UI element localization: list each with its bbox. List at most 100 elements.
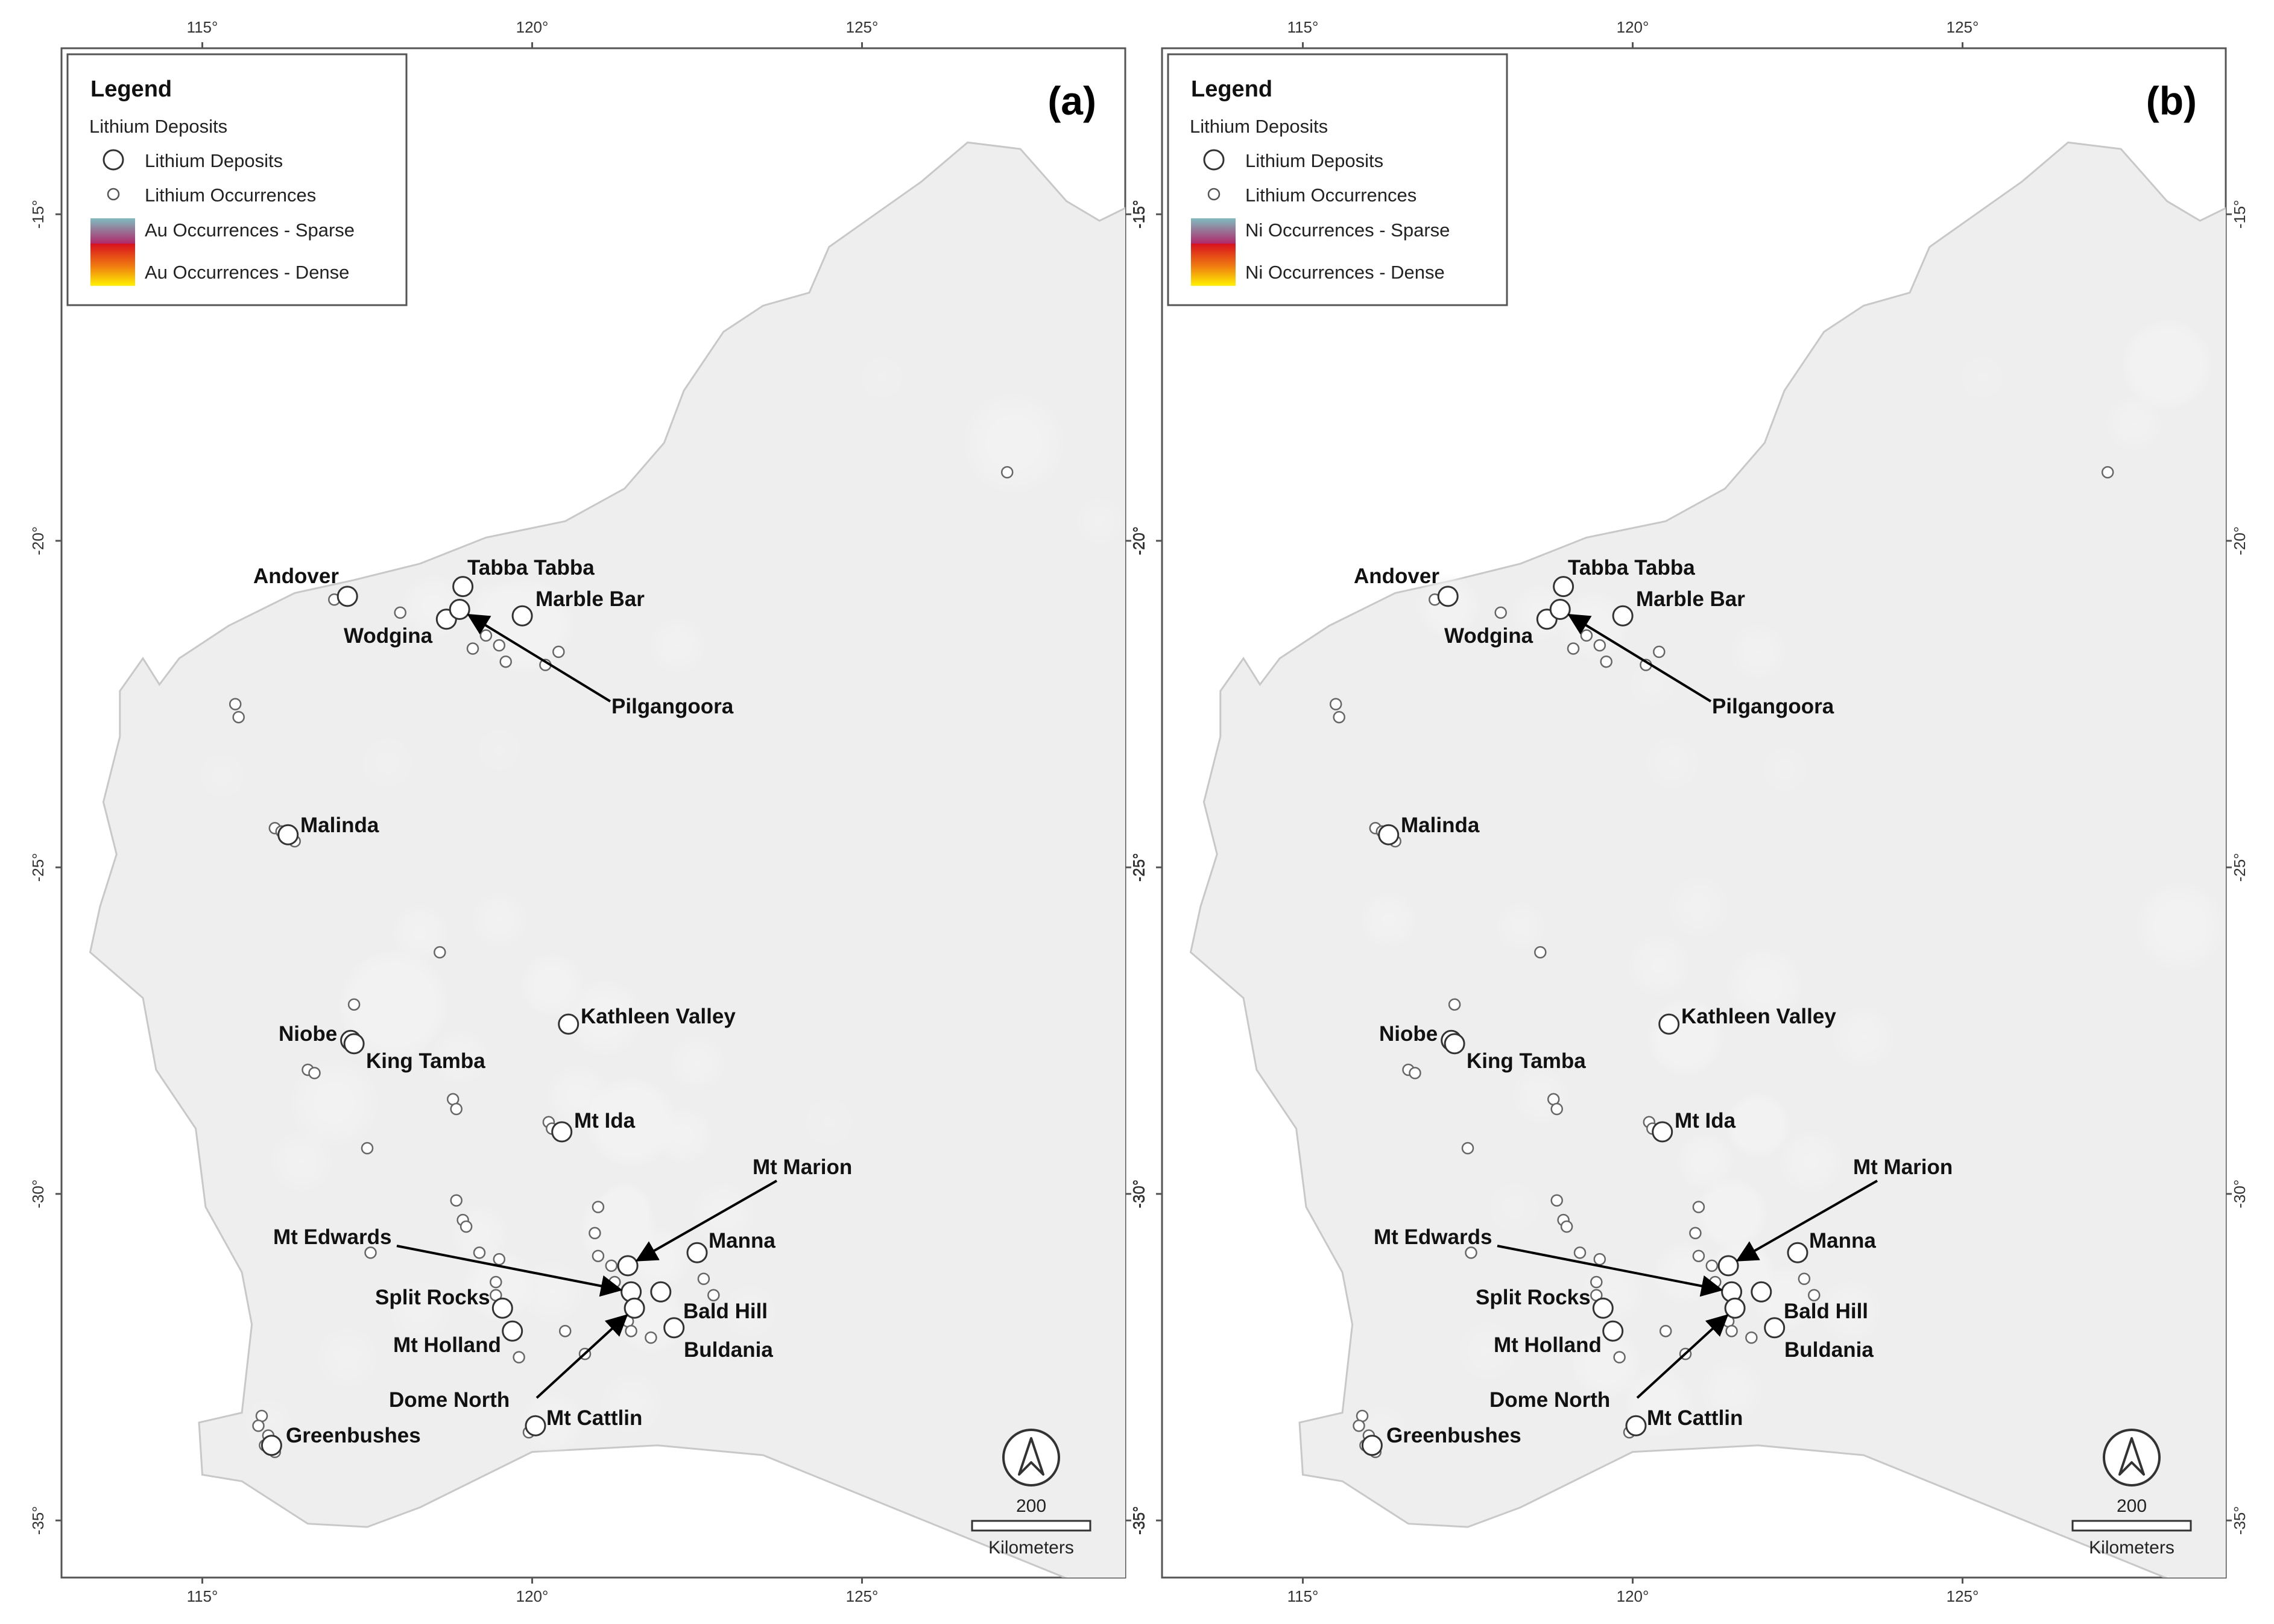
lithium-occurrence-point xyxy=(1567,642,1580,655)
heat-spot xyxy=(961,390,1067,496)
deposit-label: Greenbushes xyxy=(1386,1424,1521,1447)
lithium-deposit-point xyxy=(624,1297,645,1319)
lithium-occurrence-point xyxy=(1705,1259,1719,1272)
heat-spot xyxy=(654,1105,714,1165)
lat-tick-label-left: -25° xyxy=(1129,853,1148,882)
lithium-deposit-point xyxy=(686,1242,708,1263)
legend-sparse-swatch-a xyxy=(90,218,135,244)
deposit-label: Greenbushes xyxy=(286,1424,421,1447)
heat-spot xyxy=(357,733,417,792)
ticks-a: 115° 115° 120° 120° 125° 125° -15° -15° -20° -20°… xyxy=(29,18,1148,1605)
lithium-occurrence-point xyxy=(490,1275,502,1289)
heat-spot xyxy=(1728,622,1788,681)
heat-spot xyxy=(1830,1004,1897,1070)
heat-spot xyxy=(387,1278,453,1344)
heat-spot xyxy=(1778,1128,1844,1194)
deposit-label: Malinda xyxy=(300,814,379,837)
deposit-label: Mt Ida xyxy=(574,1109,636,1133)
lithium-occurrence-point xyxy=(697,1272,710,1285)
lithium-occurrence-point xyxy=(1692,1201,1705,1213)
lithium-deposit-point xyxy=(1612,605,1634,627)
deposit-label: Manna xyxy=(1809,1229,1876,1253)
lon-tick-label-bottom: 125° xyxy=(1947,1587,1979,1605)
lithium-occurrence-point xyxy=(608,1275,621,1289)
heat-spot xyxy=(519,952,585,1018)
heat-spot xyxy=(242,1396,295,1449)
deposit-label: Mt Holland xyxy=(1494,1333,1602,1357)
lithium-occurrence-point xyxy=(232,710,245,724)
scale-bar-b: 200 Kilometers xyxy=(2071,1496,2192,1558)
deposit-label: Niobe xyxy=(279,1022,337,1046)
heat-spot xyxy=(268,1128,335,1194)
deposit-label: Bald Hill xyxy=(683,1300,768,1323)
legend-deposits-label-b: Lithium Deposits xyxy=(1245,150,1383,171)
deposit-label: Malinda xyxy=(1401,814,1480,837)
deposit-label: Mt Marion xyxy=(1853,1155,1953,1179)
ticks-b: 115° 115° 120° 120° 125° 125° -15° -15° -20° -20°… xyxy=(1129,18,2249,1605)
heat-spot xyxy=(2121,318,2214,411)
heat-spot xyxy=(1666,874,1732,940)
lat-tick-label-right: -35° xyxy=(2231,1506,2249,1535)
legend-a: Legend Lithium Deposits Lithium Deposits… xyxy=(66,53,408,306)
scale-bar-a: 200 Kilometers xyxy=(971,1496,1091,1558)
lon-tick-label-bottom: 120° xyxy=(1617,1587,1649,1605)
lithium-deposit-point xyxy=(1602,1320,1624,1342)
legend-title-b: Legend xyxy=(1191,77,1272,102)
legend-deposit-symbol-b xyxy=(1203,149,1225,171)
lithium-occurrence-point xyxy=(1465,1246,1477,1259)
heat-spot xyxy=(648,616,707,675)
heat-spot xyxy=(2133,880,2226,972)
callout-arrow xyxy=(635,1180,777,1262)
lithium-deposit-point xyxy=(1717,1255,1739,1277)
lithium-occurrence-point xyxy=(361,1142,374,1155)
lithium-occurrence-point xyxy=(1550,1194,1563,1207)
heat-spot xyxy=(1642,733,1702,792)
heat-spot xyxy=(1484,1177,1544,1237)
lithium-deposit-point xyxy=(1553,576,1574,598)
lithium-occurrences-b xyxy=(1329,466,2114,1458)
callout-arrow xyxy=(1497,1245,1723,1297)
deposit-label: Dome North xyxy=(1489,1388,1610,1412)
legend-occurrences-label-a: Lithium Occurrences xyxy=(145,185,316,206)
panel-tag-a: (a) xyxy=(1047,78,1096,123)
heat-spot xyxy=(2104,394,2164,453)
callout-arrow xyxy=(1636,1314,1729,1399)
deposit-label: King Tamba xyxy=(1467,1049,1586,1073)
lithium-occurrence-point xyxy=(1659,1324,1672,1338)
lithium-occurrence-point xyxy=(308,1067,321,1079)
scale-value-a: 200 xyxy=(1016,1496,1046,1516)
heat-spot xyxy=(1626,932,1692,998)
deposit-label: Andover xyxy=(253,564,339,588)
deposit-label: Marble Bar xyxy=(1636,587,1745,611)
legend-dense-swatch-a xyxy=(90,244,135,286)
deposit-label: Bald Hill xyxy=(1784,1300,1868,1323)
legend-dense-label-a: Au Occurrences - Dense xyxy=(145,262,349,283)
heat-spot xyxy=(1675,1132,1735,1191)
lithium-occurrence-point xyxy=(434,946,446,959)
lithium-occurrence-point xyxy=(1534,946,1547,959)
lithium-deposit-point xyxy=(343,1033,365,1055)
lithium-occurrence-point xyxy=(493,1253,506,1266)
map-panel-a: 115° 115° 120° 120° 125° 125° -15° -15° -20° -20°… xyxy=(29,18,1148,1605)
deposit-label: Dome North xyxy=(389,1388,510,1412)
heat-spot xyxy=(855,351,909,404)
lithium-occurrence-point xyxy=(1725,1324,1738,1338)
lithium-occurrence-point xyxy=(1000,466,1014,479)
heat-spot xyxy=(1570,1327,1643,1400)
deposit-label: King Tamba xyxy=(366,1049,485,1073)
lat-tick-label-right: -20° xyxy=(1130,526,1148,555)
deposit-label: Mt Marion xyxy=(753,1155,852,1179)
callout-arrows-b xyxy=(1497,614,1878,1399)
lithium-deposit-point xyxy=(1378,824,1400,845)
heat-spot xyxy=(314,1324,381,1390)
callout-arrow xyxy=(396,1245,623,1297)
lithium-deposit-point xyxy=(502,1320,523,1342)
lon-tick-label-bottom: 115° xyxy=(187,1587,218,1605)
deposit-label: Tabba Tabba xyxy=(467,556,595,580)
heat-spot xyxy=(1725,946,1804,1025)
lithium-deposits-a xyxy=(261,576,708,1456)
lithium-occurrence-point xyxy=(2101,466,2114,479)
lithium-deposits-b xyxy=(1361,576,1808,1456)
lat-tick-label-right: -25° xyxy=(2231,853,2249,882)
